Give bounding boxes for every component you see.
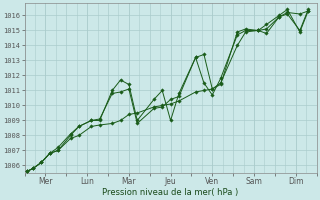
X-axis label: Pression niveau de la mer( hPa ): Pression niveau de la mer( hPa ) [102,188,239,197]
